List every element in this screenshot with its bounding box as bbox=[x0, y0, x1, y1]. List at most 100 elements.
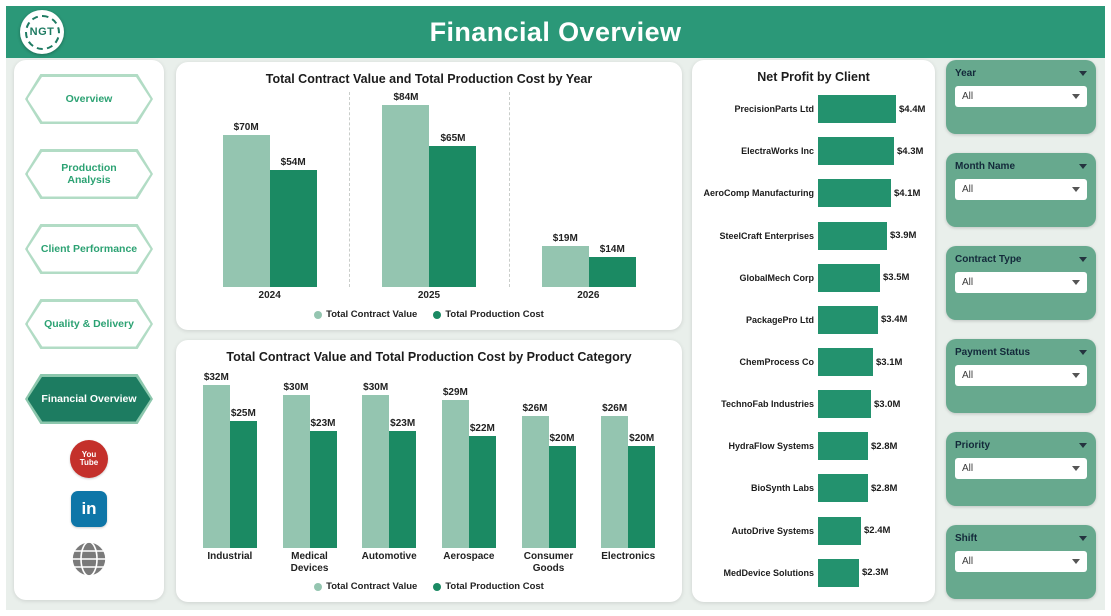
category-label: Consumer Goods bbox=[523, 551, 574, 574]
chevron-down-icon bbox=[1072, 280, 1080, 285]
legend-label: Total Contract Value bbox=[326, 309, 418, 320]
bar-total-contract-value[interactable] bbox=[441, 400, 469, 548]
bar-net-profit[interactable] bbox=[818, 348, 873, 377]
bar-total-production-cost[interactable] bbox=[309, 431, 337, 548]
bar-total-production-cost[interactable] bbox=[269, 170, 317, 287]
sidebar-item-label: Overview bbox=[27, 76, 151, 122]
bar-total-contract-value[interactable] bbox=[222, 135, 270, 287]
slicer-dropdown[interactable]: All bbox=[955, 458, 1087, 479]
bar-total-production-cost[interactable] bbox=[548, 446, 576, 548]
bar-total-production-cost[interactable] bbox=[389, 431, 417, 548]
chevron-down-icon[interactable] bbox=[1079, 350, 1087, 355]
client-label: TechnoFab Industries bbox=[721, 399, 814, 410]
legend: Total Contract Value Total Production Cos… bbox=[190, 581, 668, 594]
bar-total-production-cost[interactable] bbox=[588, 256, 636, 287]
data-label: $23M bbox=[390, 418, 416, 430]
data-label: $26M bbox=[602, 402, 628, 414]
bar-net-profit[interactable] bbox=[818, 263, 880, 292]
bar-group: $26M $20M Consumer Goods bbox=[509, 370, 589, 576]
linkedin-icon[interactable]: in bbox=[71, 491, 107, 527]
bar-total-contract-value[interactable] bbox=[202, 385, 230, 548]
chart-net-profit-by-client: Net Profit by Client PrecisionParts Ltd $… bbox=[692, 60, 935, 602]
slicer-dropdown[interactable]: All bbox=[955, 86, 1087, 107]
data-label: $23M bbox=[310, 418, 336, 430]
plot-area: PrecisionParts Ltd $4.4M ElectraWorks Inc $… bbox=[698, 84, 929, 594]
client-label: ElectraWorks Inc bbox=[741, 146, 814, 157]
bar-net-profit[interactable] bbox=[818, 137, 894, 166]
chevron-down-icon[interactable] bbox=[1079, 257, 1087, 262]
slicer-dropdown[interactable]: All bbox=[955, 272, 1087, 293]
data-label: $4.4M bbox=[899, 103, 926, 115]
category-label: Industrial bbox=[207, 551, 253, 562]
data-label: $20M bbox=[549, 433, 575, 445]
bar-total-production-cost[interactable] bbox=[429, 146, 477, 287]
plot-area: $70M $54M 2024 $84M $65M 2025 $19M $14M 2026 bbox=[190, 92, 668, 304]
bar-net-profit[interactable] bbox=[818, 474, 868, 503]
slicer-title: Year bbox=[955, 68, 977, 79]
slicer-dropdown[interactable]: All bbox=[955, 179, 1087, 200]
slicer-title: Contract Type bbox=[955, 254, 1022, 265]
bar-total-production-cost[interactable] bbox=[628, 446, 656, 548]
category-label: Automotive bbox=[361, 551, 417, 562]
youtube-icon[interactable]: You Tube bbox=[70, 440, 108, 478]
bar-total-contract-value[interactable] bbox=[282, 395, 310, 548]
data-label: $29M bbox=[442, 387, 468, 399]
sidebar-social: You Tube in bbox=[70, 440, 108, 578]
bar-total-production-cost[interactable] bbox=[468, 436, 496, 548]
bar-net-profit[interactable] bbox=[818, 305, 878, 334]
bar-total-contract-value[interactable] bbox=[541, 245, 589, 287]
sidebar: Overview Production Analysis Client Perfor… bbox=[14, 60, 164, 600]
legend-item[interactable]: Total Contract Value bbox=[314, 581, 417, 592]
bar-net-profit[interactable] bbox=[818, 221, 887, 250]
slicer-value: All bbox=[962, 556, 974, 567]
bar-group: $70M $54M 2024 bbox=[190, 92, 349, 304]
sidebar-item-production-analysis[interactable]: Production Analysis bbox=[25, 149, 153, 199]
sidebar-item-quality-delivery[interactable]: Quality & Delivery bbox=[25, 299, 153, 349]
slicer-shift: Shift All bbox=[946, 525, 1096, 599]
slicer-month-name: Month Name All bbox=[946, 153, 1096, 227]
chevron-down-icon[interactable] bbox=[1079, 164, 1087, 169]
slicer-dropdown[interactable]: All bbox=[955, 365, 1087, 386]
bar-net-profit[interactable] bbox=[818, 390, 871, 419]
bar-net-profit[interactable] bbox=[818, 179, 891, 208]
sidebar-item-overview[interactable]: Overview bbox=[25, 74, 153, 124]
header: NGT Financial Overview bbox=[6, 6, 1105, 58]
legend-dot bbox=[433, 582, 442, 591]
bar-net-profit[interactable] bbox=[818, 516, 861, 545]
data-label: $4.1M bbox=[894, 187, 921, 199]
client-label: BioSynth Labs bbox=[750, 483, 814, 494]
client-row: SteelCraft Enterprises $3.9M bbox=[698, 221, 929, 250]
legend-item[interactable]: Total Production Cost bbox=[433, 309, 544, 320]
bar-total-contract-value[interactable] bbox=[382, 105, 430, 287]
client-row: PrecisionParts Ltd $4.4M bbox=[698, 95, 929, 124]
bar-total-contract-value[interactable] bbox=[601, 415, 629, 548]
legend-item[interactable]: Total Contract Value bbox=[314, 309, 417, 320]
bar-total-contract-value[interactable] bbox=[521, 415, 549, 548]
bar-net-profit[interactable] bbox=[818, 95, 896, 124]
legend-item[interactable]: Total Production Cost bbox=[433, 581, 544, 592]
legend-label: Total Production Cost bbox=[445, 581, 544, 592]
chevron-down-icon[interactable] bbox=[1079, 443, 1087, 448]
client-row: BioSynth Labs $2.8M bbox=[698, 474, 929, 503]
bar-total-production-cost[interactable] bbox=[229, 420, 257, 548]
slicer-dropdown[interactable]: All bbox=[955, 551, 1087, 572]
logo-gear-icon: NGT bbox=[24, 14, 60, 50]
client-row: ElectraWorks Inc $4.3M bbox=[698, 137, 929, 166]
data-label: $3.5M bbox=[883, 272, 910, 284]
sidebar-item-client-performance[interactable]: Client Performance bbox=[25, 224, 153, 274]
category-label: 2024 bbox=[258, 290, 281, 301]
bar-net-profit[interactable] bbox=[818, 558, 859, 587]
chevron-down-icon bbox=[1072, 373, 1080, 378]
bar-net-profit[interactable] bbox=[818, 432, 868, 461]
client-row: HydraFlow Systems $2.8M bbox=[698, 432, 929, 461]
slicer-value: All bbox=[962, 463, 974, 474]
website-globe-icon[interactable] bbox=[70, 540, 108, 578]
chevron-down-icon[interactable] bbox=[1079, 71, 1087, 76]
slicer-payment-status: Payment Status All bbox=[946, 339, 1096, 413]
bar-total-contract-value[interactable] bbox=[362, 395, 390, 548]
chevron-down-icon[interactable] bbox=[1079, 536, 1087, 541]
client-row: AutoDrive Systems $2.4M bbox=[698, 516, 929, 545]
sidebar-item-financial-overview[interactable]: Financial Overview bbox=[25, 374, 153, 424]
legend-label: Total Production Cost bbox=[445, 309, 544, 320]
